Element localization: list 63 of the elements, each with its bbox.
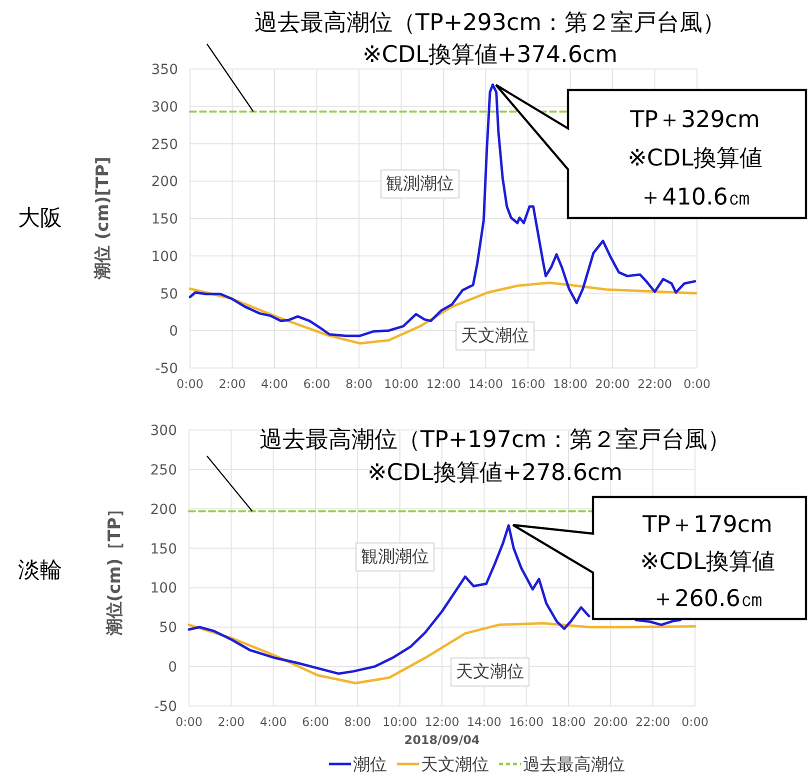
legend-label: 天文潮位 [421, 755, 489, 775]
y-tick-label: 200 [151, 174, 178, 190]
x-tick-label: 16:00 [510, 377, 546, 391]
x-tick-label: 2:00 [218, 715, 245, 729]
x-tick-label: 14:00 [466, 715, 502, 729]
x-tick-label: 12:00 [426, 377, 461, 391]
x-tick-label: 8:00 [346, 377, 372, 391]
legend-label: 過去最高潮位 [523, 755, 625, 775]
x-tick-label: 14:00 [468, 377, 504, 391]
x-tick-label: 10:00 [382, 715, 418, 729]
annotation: 天文潮位 [456, 662, 524, 682]
text: 淡輪 [18, 558, 62, 583]
y-tick-label: 150 [151, 212, 178, 228]
x-tick-label: 4:00 [260, 715, 287, 729]
x-tick-label: 4:00 [261, 377, 288, 391]
y-tick-label: 0 [168, 660, 177, 676]
annotation: TP＋329cm [629, 106, 760, 133]
x-tick-label: 22:00 [636, 715, 670, 729]
annotation: ＋260.6㎝ [652, 586, 764, 612]
legend-label: 潮位 [353, 755, 387, 775]
annotation: ※CDL換算値 [628, 146, 762, 172]
y-tick-label: 300 [150, 423, 177, 439]
y-tick-label: 300 [151, 99, 178, 116]
annotation: ＋410.6㎝ [639, 184, 751, 210]
x-tick-label: 18:00 [551, 715, 586, 729]
x-tick-label: 10:00 [384, 377, 419, 391]
y-tick-label: 50 [160, 286, 178, 302]
y-tick-label: 250 [150, 462, 177, 478]
y-tick-label: 100 [150, 580, 177, 597]
annotation: ※CDL換算値 [640, 549, 775, 576]
x-tick-label: 0:00 [176, 377, 204, 391]
x-tick-label: 6:00 [302, 715, 329, 729]
x-tick-label: 16:00 [509, 715, 544, 729]
y-tick-label: 0 [169, 324, 178, 340]
annotation: TP＋179cm [642, 512, 772, 538]
annotation: 観測潮位 [386, 174, 454, 194]
annotation: 天文潮位 [461, 326, 529, 346]
x-tick-label: 8:00 [344, 715, 372, 729]
x-tick-label: 20:00 [595, 377, 630, 391]
x-tick-label: 0:00 [176, 715, 202, 729]
annotation: 過去最高潮位（TP+197cm：第２室戸台風） ※CDL換算値+278.6cm [259, 427, 731, 486]
x-tick-label: 0:00 [682, 715, 708, 729]
x-tick-label: 18:00 [552, 377, 588, 391]
annotation: 過去最高潮位（TP+293cm：第２室戸台風） ※CDL換算値+374.6cm [254, 10, 726, 68]
x-tick-label: 2:00 [218, 377, 246, 391]
x-tick-label: 0:00 [684, 377, 710, 391]
y-axis-title: 潮位(cm)［TP］ [105, 500, 125, 637]
y-axis-title: 潮位 (cm)[TP] [93, 156, 113, 280]
y-tick-label: 350 [151, 62, 178, 78]
y-tick-label: -50 [154, 699, 177, 715]
text: 大阪 [18, 206, 62, 231]
x-tick-label: 12:00 [424, 715, 460, 729]
annotation: 観測潮位 [361, 547, 429, 567]
x-axis-title: 2018/09/04 [404, 733, 480, 747]
y-tick-label: 250 [151, 136, 178, 153]
x-tick-label: 6:00 [303, 377, 330, 391]
y-tick-label: -50 [155, 361, 178, 377]
y-tick-label: 50 [159, 620, 177, 636]
y-tick-label: 200 [150, 502, 177, 518]
y-tick-label: 150 [150, 541, 177, 558]
y-tick-label: 100 [151, 248, 178, 265]
x-tick-label: 22:00 [637, 377, 672, 391]
x-tick-label: 20:00 [593, 715, 628, 729]
